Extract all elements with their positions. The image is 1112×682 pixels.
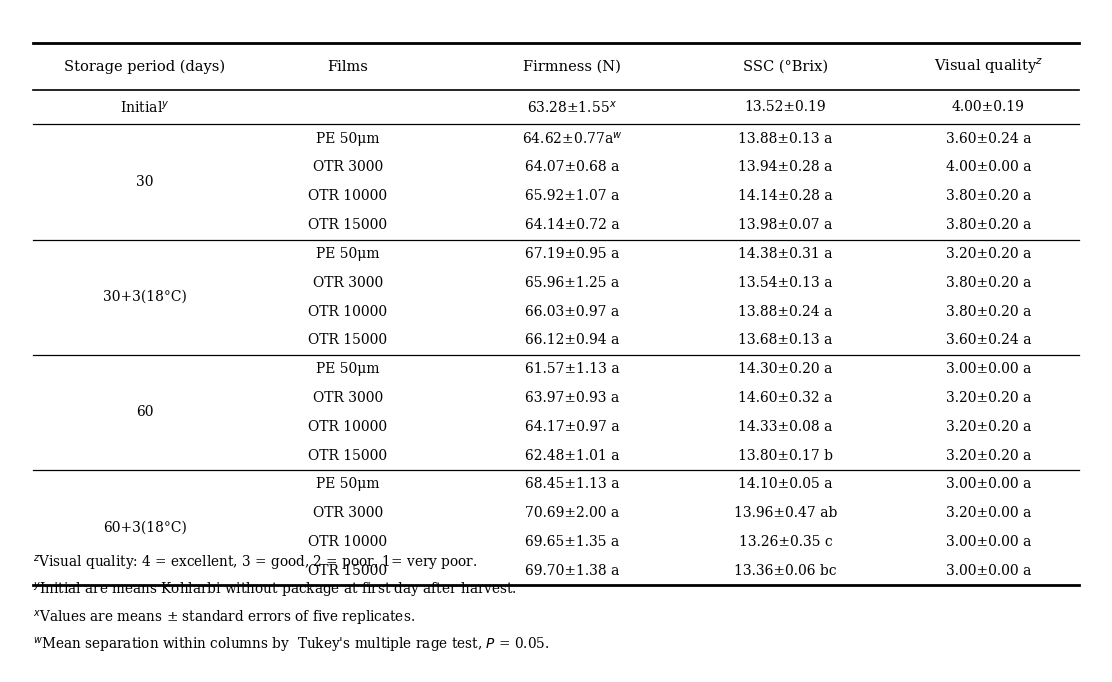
Text: 13.98±0.07 a: 13.98±0.07 a [738, 218, 833, 232]
Text: 63.28±1.55$^x$: 63.28±1.55$^x$ [527, 100, 617, 115]
Text: 13.94±0.28 a: 13.94±0.28 a [738, 160, 833, 175]
Text: 60: 60 [137, 405, 153, 419]
Text: 3.80±0.20 a: 3.80±0.20 a [945, 218, 1031, 232]
Text: 13.88±0.24 a: 13.88±0.24 a [738, 305, 833, 318]
Text: 3.20±0.20 a: 3.20±0.20 a [945, 449, 1031, 462]
Text: $^z$Visual quality: 4 = excellent, 3 = good, 2 = poor, 1= very poor.: $^z$Visual quality: 4 = excellent, 3 = g… [33, 554, 477, 573]
Text: 3.20±0.20 a: 3.20±0.20 a [945, 391, 1031, 405]
Text: 14.38±0.31 a: 14.38±0.31 a [738, 247, 833, 261]
Text: PE 50μm: PE 50μm [316, 477, 379, 492]
Text: 4.00±0.00 a: 4.00±0.00 a [945, 160, 1031, 175]
Text: OTR 10000: OTR 10000 [308, 190, 387, 203]
Text: 68.45±1.13 a: 68.45±1.13 a [525, 477, 619, 492]
Text: 64.17±0.97 a: 64.17±0.97 a [525, 419, 619, 434]
Text: $^w$Mean separation within columns by  Tukey's multiple rage test, $P$ = 0.05.: $^w$Mean separation within columns by Tu… [33, 636, 549, 655]
Text: 63.97±0.93 a: 63.97±0.93 a [525, 391, 619, 405]
Text: OTR 3000: OTR 3000 [312, 276, 383, 290]
Text: 3.60±0.24 a: 3.60±0.24 a [945, 333, 1031, 347]
Text: 61.57±1.13 a: 61.57±1.13 a [525, 362, 619, 376]
Text: OTR 15000: OTR 15000 [308, 449, 387, 462]
Text: OTR 3000: OTR 3000 [312, 506, 383, 520]
Text: 3.20±0.20 a: 3.20±0.20 a [945, 247, 1031, 261]
Text: 13.80±0.17 b: 13.80±0.17 b [738, 449, 833, 462]
Text: 3.00±0.00 a: 3.00±0.00 a [945, 362, 1031, 376]
Text: 64.62±0.77a$^w$: 64.62±0.77a$^w$ [522, 131, 623, 147]
Text: Storage period (days): Storage period (days) [64, 59, 226, 74]
Text: 69.70±1.38 a: 69.70±1.38 a [525, 564, 619, 578]
Text: 3.20±0.20 a: 3.20±0.20 a [945, 419, 1031, 434]
Text: 3.00±0.00 a: 3.00±0.00 a [945, 564, 1031, 578]
Text: OTR 15000: OTR 15000 [308, 333, 387, 347]
Text: 69.65±1.35 a: 69.65±1.35 a [525, 535, 619, 549]
Text: 30: 30 [137, 175, 153, 189]
Text: Initial$^y$: Initial$^y$ [120, 100, 170, 115]
Text: 3.80±0.20 a: 3.80±0.20 a [945, 190, 1031, 203]
Text: 13.68±0.13 a: 13.68±0.13 a [738, 333, 833, 347]
Text: 66.12±0.94 a: 66.12±0.94 a [525, 333, 619, 347]
Text: SSC (°Brix): SSC (°Brix) [743, 59, 828, 74]
Text: $^y$Initial are means Kohlarbi without package at first day after harvest.: $^y$Initial are means Kohlarbi without p… [33, 581, 517, 600]
Text: OTR 10000: OTR 10000 [308, 305, 387, 318]
Text: 65.92±1.07 a: 65.92±1.07 a [525, 190, 619, 203]
Text: 13.96±0.47 ab: 13.96±0.47 ab [734, 506, 837, 520]
Text: 4.00±0.19: 4.00±0.19 [952, 100, 1025, 115]
Text: 67.19±0.95 a: 67.19±0.95 a [525, 247, 619, 261]
Text: 14.33±0.08 a: 14.33±0.08 a [738, 419, 833, 434]
Text: 3.60±0.24 a: 3.60±0.24 a [945, 132, 1031, 146]
Text: 13.36±0.06 bc: 13.36±0.06 bc [734, 564, 837, 578]
Text: Films: Films [327, 59, 368, 74]
Text: PE 50μm: PE 50μm [316, 247, 379, 261]
Text: 3.80±0.20 a: 3.80±0.20 a [945, 305, 1031, 318]
Text: PE 50μm: PE 50μm [316, 362, 379, 376]
Text: 14.60±0.32 a: 14.60±0.32 a [738, 391, 833, 405]
Text: Firmness (N): Firmness (N) [523, 59, 620, 74]
Text: OTR 3000: OTR 3000 [312, 391, 383, 405]
Text: 66.03±0.97 a: 66.03±0.97 a [525, 305, 619, 318]
Text: 13.88±0.13 a: 13.88±0.13 a [738, 132, 833, 146]
Text: 13.26±0.35 c: 13.26±0.35 c [738, 535, 833, 549]
Text: OTR 10000: OTR 10000 [308, 535, 387, 549]
Text: 14.30±0.20 a: 14.30±0.20 a [738, 362, 833, 376]
Text: OTR 10000: OTR 10000 [308, 419, 387, 434]
Text: 3.80±0.20 a: 3.80±0.20 a [945, 276, 1031, 290]
Text: 70.69±2.00 a: 70.69±2.00 a [525, 506, 619, 520]
Text: Visual quality$^z$: Visual quality$^z$ [934, 57, 1043, 76]
Text: 3.00±0.00 a: 3.00±0.00 a [945, 477, 1031, 492]
Text: 65.96±1.25 a: 65.96±1.25 a [525, 276, 619, 290]
Text: 30+3(18°C): 30+3(18°C) [103, 290, 187, 304]
Text: 13.52±0.19: 13.52±0.19 [745, 100, 826, 115]
Text: 14.10±0.05 a: 14.10±0.05 a [738, 477, 833, 492]
Text: 60+3(18°C): 60+3(18°C) [103, 520, 187, 535]
Text: PE 50μm: PE 50μm [316, 132, 379, 146]
Text: OTR 15000: OTR 15000 [308, 218, 387, 232]
Text: 3.00±0.00 a: 3.00±0.00 a [945, 535, 1031, 549]
Text: $^x$Values are means ± standard errors of five replicates.: $^x$Values are means ± standard errors o… [33, 609, 415, 627]
Text: 14.14±0.28 a: 14.14±0.28 a [738, 190, 833, 203]
Text: OTR 3000: OTR 3000 [312, 160, 383, 175]
Text: 64.07±0.68 a: 64.07±0.68 a [525, 160, 619, 175]
Text: 64.14±0.72 a: 64.14±0.72 a [525, 218, 619, 232]
Text: 13.54±0.13 a: 13.54±0.13 a [738, 276, 833, 290]
Text: 62.48±1.01 a: 62.48±1.01 a [525, 449, 619, 462]
Text: OTR 15000: OTR 15000 [308, 564, 387, 578]
Text: 3.20±0.00 a: 3.20±0.00 a [945, 506, 1031, 520]
